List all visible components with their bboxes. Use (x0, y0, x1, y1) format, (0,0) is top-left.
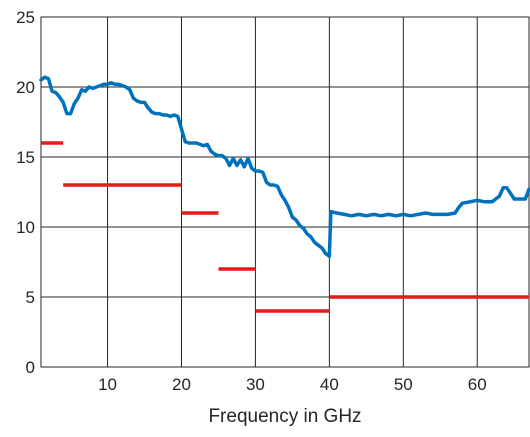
x-axis-label: Frequency in GHz (208, 406, 361, 427)
y-tick-label: 20 (16, 78, 35, 97)
y-tick-label: 25 (16, 8, 35, 27)
plot-background (41, 17, 529, 367)
y-tick-label: 0 (26, 358, 35, 377)
y-tick-label: 10 (16, 218, 35, 237)
x-tick-label: 40 (320, 375, 339, 394)
y-axis: 0 5 10 15 20 25 (16, 8, 35, 377)
y-tick-label: 5 (26, 288, 35, 307)
y-tick-label: 15 (16, 148, 35, 167)
x-tick-label: 60 (468, 375, 487, 394)
x-tick-label: 20 (172, 375, 191, 394)
series-line (39, 75, 530, 259)
x-axis: 10 20 30 40 50 60 (98, 375, 487, 394)
x-tick-label: 10 (98, 375, 117, 394)
limit-lines (41, 141, 529, 313)
x-tick-label: 30 (246, 375, 265, 394)
x-tick-label: 50 (394, 375, 413, 394)
series-lines (39, 75, 530, 259)
